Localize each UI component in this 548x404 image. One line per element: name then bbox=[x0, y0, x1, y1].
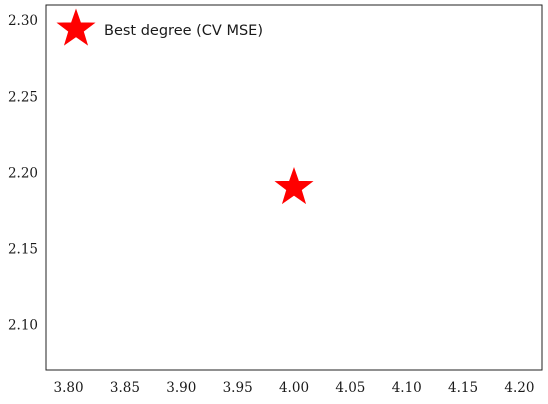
y-tick-label: 2.25 bbox=[8, 89, 38, 105]
data-point-star bbox=[274, 166, 314, 205]
y-tick-label: 2.15 bbox=[8, 241, 38, 257]
legend-label: Best degree (CV MSE) bbox=[104, 23, 263, 39]
y-tick-label: 2.20 bbox=[8, 165, 38, 181]
data-points bbox=[274, 166, 314, 205]
y-tick-label: 2.30 bbox=[8, 13, 38, 29]
x-tick-label: 4.20 bbox=[504, 380, 534, 396]
x-tick-label: 3.85 bbox=[110, 380, 140, 396]
legend: Best degree (CV MSE) bbox=[56, 8, 263, 46]
y-tick-label: 2.10 bbox=[8, 317, 38, 333]
x-axis-ticks: 3.80 3.85 3.90 3.95 4.00 4.05 4.10 4.15 4.20 bbox=[54, 380, 535, 396]
x-tick-label: 3.95 bbox=[223, 380, 253, 396]
x-tick-label: 3.90 bbox=[166, 380, 196, 396]
x-tick-label: 4.05 bbox=[335, 380, 365, 396]
y-axis-ticks: 2.10 2.15 2.20 2.25 2.30 bbox=[8, 13, 38, 333]
x-tick-label: 4.10 bbox=[392, 380, 422, 396]
x-tick-label: 3.80 bbox=[54, 380, 84, 396]
plot-area-frame bbox=[45, 4, 543, 371]
legend-star-marker bbox=[56, 8, 96, 46]
x-tick-label: 4.15 bbox=[448, 380, 478, 396]
legend-star-icon bbox=[56, 8, 96, 46]
x-tick-label: 4.00 bbox=[279, 380, 309, 396]
